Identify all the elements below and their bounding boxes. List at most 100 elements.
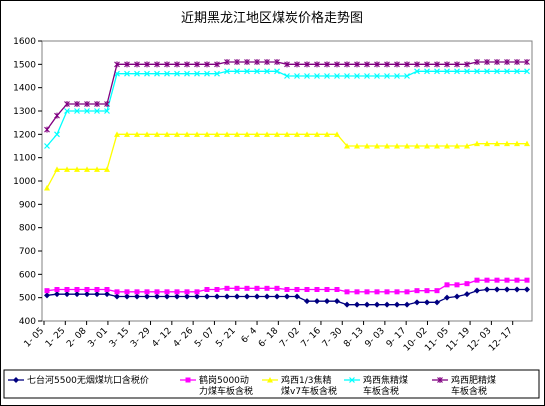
data-point	[184, 61, 190, 68]
x-tick-label: 1- 25	[44, 326, 68, 350]
data-point	[414, 299, 420, 306]
data-point	[374, 143, 380, 149]
data-point	[434, 143, 440, 149]
data-point	[124, 70, 130, 77]
data-point	[444, 294, 450, 301]
data-point	[184, 289, 190, 295]
data-point	[334, 287, 340, 292]
data-point	[474, 287, 480, 294]
data-point	[274, 59, 280, 65]
data-point	[514, 59, 520, 65]
data-point	[424, 61, 430, 68]
data-point	[44, 292, 50, 299]
data-point	[364, 289, 370, 295]
data-point	[524, 68, 530, 75]
data-point	[264, 59, 270, 65]
data-point	[274, 293, 280, 300]
series-5	[44, 59, 530, 133]
y-axis: 400 500 600 700 800 900 1000 1100 1200 1300 1400 15…	[13, 37, 42, 327]
data-point	[434, 299, 440, 306]
data-point	[464, 61, 470, 68]
data-point	[494, 286, 500, 293]
data-point	[134, 289, 140, 295]
data-point	[54, 291, 60, 298]
data-point	[114, 61, 120, 68]
data-point	[334, 298, 340, 305]
data-point	[394, 289, 400, 295]
data-point	[44, 288, 50, 294]
data-point	[224, 131, 230, 137]
data-point	[444, 282, 450, 288]
data-point	[424, 299, 430, 306]
x-tick-label: 5- 21	[214, 326, 238, 350]
data-point	[344, 143, 350, 149]
data-point	[264, 285, 270, 291]
chart-title: 近期黑龙江地区煤炭价格走势图	[181, 10, 363, 26]
data-point	[144, 293, 150, 300]
data-point	[404, 61, 410, 68]
data-point	[324, 287, 330, 292]
data-point	[104, 166, 110, 172]
data-point	[464, 291, 470, 298]
data-point	[384, 301, 390, 308]
data-point	[154, 289, 160, 295]
data-point	[224, 68, 230, 75]
data-point	[344, 61, 350, 68]
data-point	[154, 293, 160, 300]
data-point	[514, 140, 520, 147]
data-point	[404, 143, 410, 149]
data-point	[144, 70, 150, 77]
data-point	[384, 143, 390, 149]
data-point	[304, 298, 310, 305]
y-tick-label: 700	[19, 247, 36, 257]
data-point	[184, 70, 190, 77]
x-tick-label: 2- 08	[65, 326, 89, 350]
data-point	[224, 293, 230, 300]
data-point	[294, 61, 300, 68]
x-tick-label: 4- 12	[150, 326, 174, 350]
data-point	[174, 289, 180, 295]
data-point	[74, 101, 80, 107]
x-axis: 1- 051- 252- 083- 013- 153- 294- 124- 26…	[23, 321, 515, 354]
data-point	[364, 143, 370, 149]
x-tick-label: 4- 26	[172, 326, 196, 350]
data-point	[124, 61, 130, 68]
data-point	[154, 70, 160, 77]
series-layer	[44, 59, 530, 308]
data-point	[64, 101, 70, 107]
y-tick-label: 800	[19, 224, 36, 234]
data-point	[424, 288, 430, 294]
data-point	[104, 101, 110, 107]
x-tick-label: 7- 16	[300, 326, 324, 350]
data-point	[524, 277, 530, 283]
data-point	[94, 101, 100, 107]
series-3	[44, 131, 530, 191]
data-point	[464, 143, 470, 149]
data-point	[234, 131, 240, 137]
data-point	[204, 61, 210, 68]
data-point	[254, 131, 260, 137]
data-point	[244, 68, 250, 75]
data-point	[444, 68, 450, 75]
data-point	[454, 68, 460, 75]
data-point	[334, 131, 340, 137]
data-point	[94, 291, 100, 298]
data-point	[144, 61, 150, 68]
data-point	[324, 61, 330, 68]
plot-area	[41, 40, 533, 322]
data-point	[524, 59, 530, 65]
data-point	[364, 73, 370, 79]
x-tick-label: 7- 30	[321, 326, 345, 350]
data-point	[354, 289, 360, 295]
data-point	[524, 140, 530, 147]
data-point	[244, 285, 250, 291]
y-tick-label: 1100	[13, 154, 36, 164]
data-point	[324, 131, 330, 137]
data-point	[434, 288, 440, 294]
data-point	[44, 185, 50, 191]
data-point	[174, 70, 180, 77]
data-point	[344, 289, 350, 295]
data-point	[84, 166, 90, 172]
data-point	[124, 293, 130, 300]
